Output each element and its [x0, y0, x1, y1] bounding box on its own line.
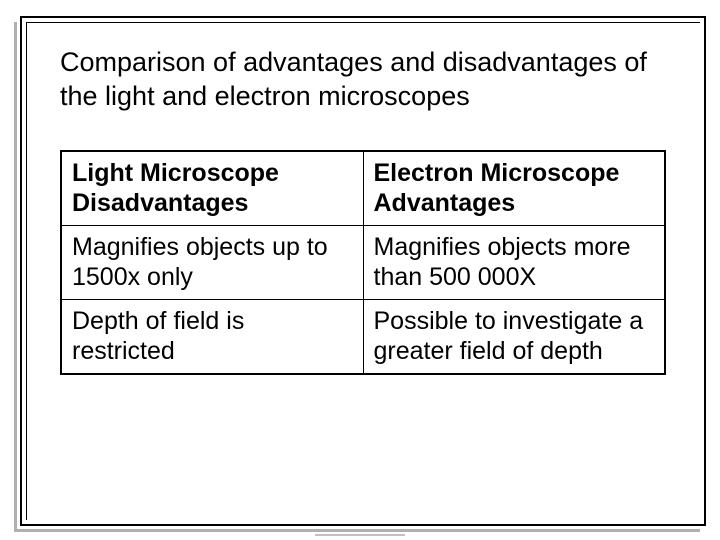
header-cell-left: Light Microscope Disadvantages: [61, 151, 363, 226]
frame-border-top: [20, 16, 706, 18]
header-cell-right: Electron Microscope Advantages: [363, 151, 665, 226]
frame-border-left: [20, 16, 22, 526]
frame-shadow-bottom: [14, 529, 700, 532]
table-header-row: Light Microscope Disadvantages Electron …: [61, 151, 665, 226]
cell-left: Magnifies objects up to 1500x only: [61, 225, 363, 299]
slide-frame: Comparison of advantages and disadvantag…: [20, 16, 706, 526]
frame-border-right: [704, 16, 706, 526]
frame-shadow-left: [14, 22, 17, 532]
cell-right: Possible to investigate a greater field …: [363, 299, 665, 374]
header-left-line1: Light Microscope: [72, 159, 279, 187]
header-right-line1: Electron Microscope: [374, 159, 620, 187]
table-row: Depth of field is restricted Possible to…: [61, 299, 665, 374]
comparison-table: Light Microscope Disadvantages Electron …: [60, 150, 666, 375]
slide-content: Comparison of advantages and disadvantag…: [60, 46, 666, 496]
bottom-tick: [315, 534, 405, 536]
table-row: Magnifies objects up to 1500x only Magni…: [61, 225, 665, 299]
frame-border-bottom: [20, 524, 706, 526]
slide-title: Comparison of advantages and disadvantag…: [60, 46, 666, 114]
header-right-line2: Advantages: [374, 189, 516, 217]
frame-border-left-inner: [26, 22, 27, 520]
cell-left: Depth of field is restricted: [61, 299, 363, 374]
header-left-line2: Disadvantages: [72, 189, 248, 217]
frame-border-top-inner: [26, 22, 700, 23]
cell-right: Magnifies objects more than 500 000X: [363, 225, 665, 299]
